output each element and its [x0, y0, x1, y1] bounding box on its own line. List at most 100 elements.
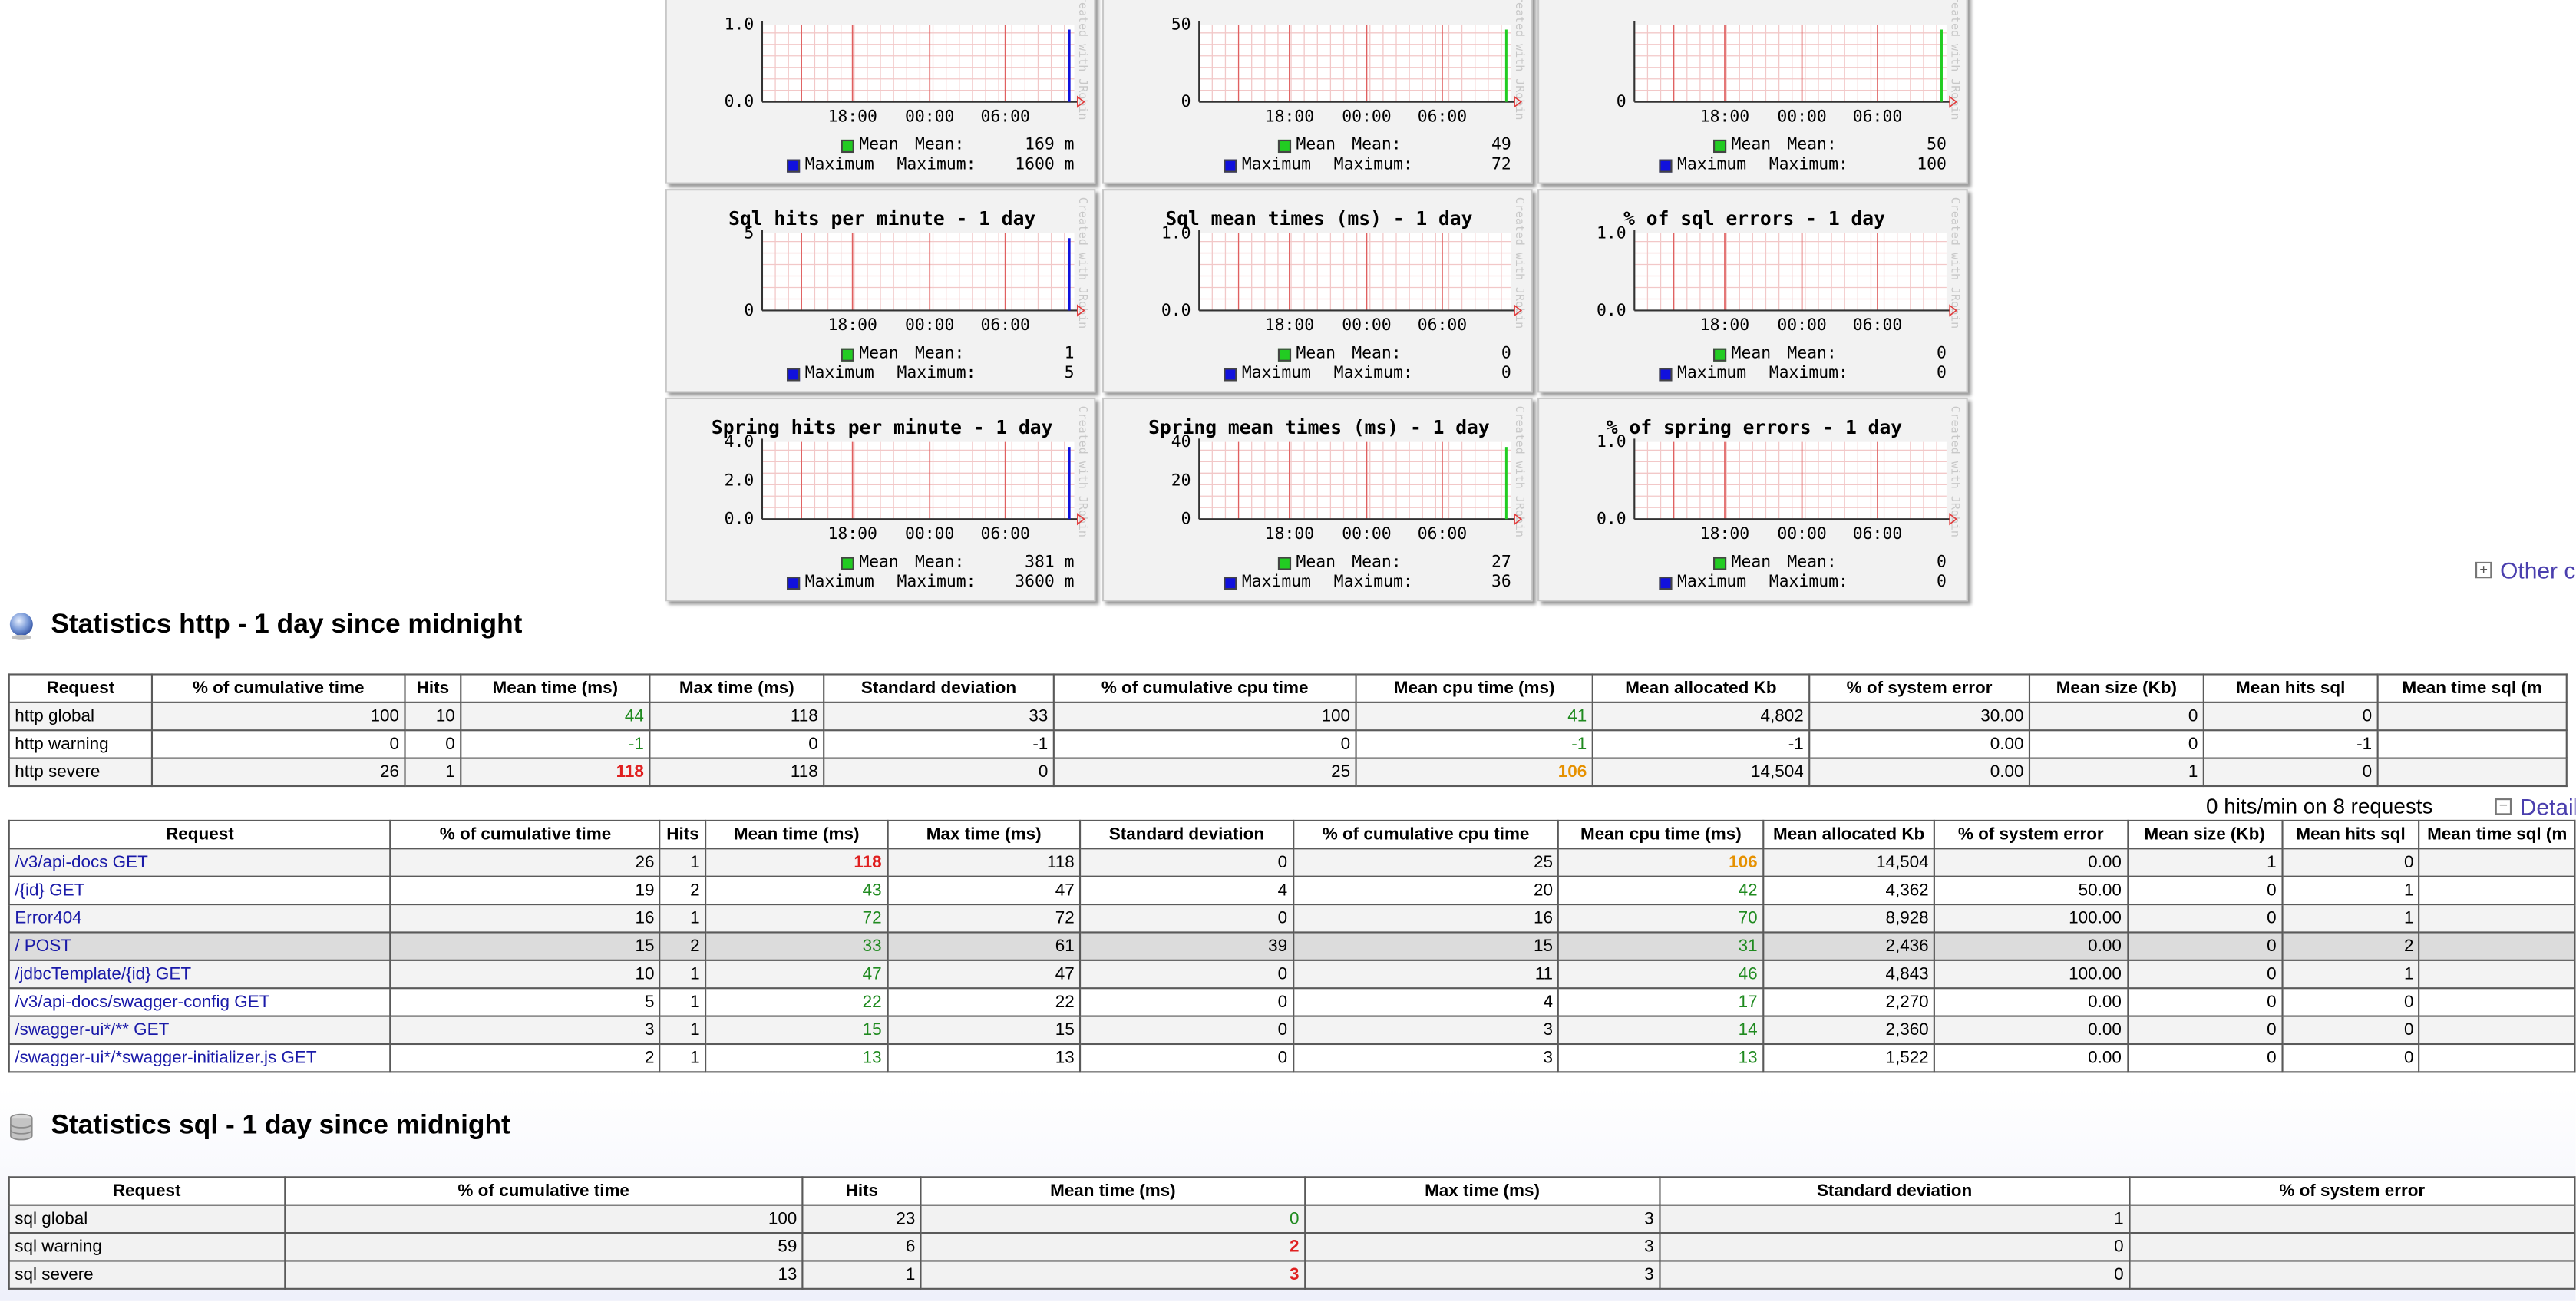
- column-header[interactable]: Standard deviation: [1659, 1176, 2131, 1206]
- request-link[interactable]: /v3/api-docs/swagger-config GET: [15, 992, 270, 1013]
- other-charts-link[interactable]: + Other c: [2475, 557, 2575, 583]
- http-detail-link[interactable]: − Detail: [2495, 794, 2576, 820]
- column-header[interactable]: Max time (ms): [1303, 1176, 1661, 1206]
- column-header[interactable]: Hits: [404, 673, 462, 703]
- column-header[interactable]: Mean allocated Kb: [1591, 673, 1811, 703]
- table-cell: 118: [649, 701, 825, 732]
- request-cell: /v3/api-docs GET: [8, 848, 392, 877]
- chart-legend: Mean Mean: 1 Maximum Maximum: 5: [667, 345, 1098, 384]
- column-header[interactable]: Request: [8, 1176, 286, 1206]
- column-header[interactable]: Mean hits sql: [2202, 673, 2379, 703]
- request-link[interactable]: /swagger-ui*/** GET: [15, 1019, 170, 1040]
- colored-value: 3: [1289, 1264, 1300, 1285]
- chart-x-tick: 18:00: [1700, 107, 1749, 126]
- column-header[interactable]: % of cumulative time: [283, 1176, 804, 1206]
- request-link[interactable]: /jdbcTemplate/{id} GET: [15, 964, 192, 984]
- column-header[interactable]: % of system error: [1934, 819, 2129, 850]
- other-charts-label: Other c: [2500, 557, 2576, 583]
- chart-x-tick: 06:00: [980, 316, 1029, 335]
- column-header[interactable]: Mean size (Kb): [2126, 819, 2284, 850]
- request-link[interactable]: /v3/api-docs GET: [15, 852, 148, 873]
- column-header[interactable]: Mean time (ms): [705, 819, 889, 850]
- table-cell: 1: [659, 987, 707, 1017]
- colored-value: 13: [862, 1048, 882, 1069]
- chart-title: Sql mean times (ms) - 1 day: [1165, 207, 1473, 230]
- table-row: sql severe 13 1 3 3 0: [8, 1260, 2576, 1290]
- table-row[interactable]: /v3/api-docs/swagger-config GET 5 1 22 22 0 4 1…: [8, 987, 2576, 1017]
- column-header[interactable]: Mean time (ms): [460, 673, 651, 703]
- column-header[interactable]: Mean time (ms): [920, 1176, 1306, 1206]
- table-row[interactable]: /swagger-ui*/** GET 3 1 15 15 0 3 14 2,360 0.00 0 0: [8, 1015, 2576, 1046]
- table-cell: 0.00: [1808, 757, 2031, 788]
- column-header[interactable]: Mean cpu time (ms): [1557, 819, 1765, 850]
- table-row[interactable]: /jdbcTemplate/{id} GET 10 1 47 47 0 11 46 4,843 1…: [8, 959, 2576, 990]
- request-cell: /swagger-ui*/** GET: [8, 1015, 392, 1046]
- table-cell: -1: [823, 729, 1055, 759]
- column-header[interactable]: % of cumulative cpu time: [1292, 819, 1560, 850]
- chart-legend: Mean Mean: 169 m Maximum Maximum: 1600 m: [667, 137, 1098, 176]
- request-cell: http global: [8, 701, 154, 732]
- table-cell: 4,802: [1591, 701, 1811, 732]
- chart-x-tick: 18:00: [827, 524, 877, 544]
- column-header[interactable]: Mean allocated Kb: [1762, 819, 1936, 850]
- request-link[interactable]: /{id} GET: [15, 881, 85, 900]
- chart-watermark: Created with JRobin: [1512, 197, 1527, 329]
- chart-x-tick: 06:00: [1853, 316, 1902, 335]
- table-cell: 13: [1557, 1043, 1765, 1073]
- table-row[interactable]: /{id} GET 19 2 43 47 4 20 42 4,362 50.00 0 1: [8, 875, 2576, 906]
- legend-swatch: [841, 557, 854, 570]
- legend-label: Mean: [1731, 136, 1772, 155]
- legend-swatch: [1224, 159, 1237, 173]
- column-header[interactable]: Standard deviation: [823, 673, 1055, 703]
- request-link[interactable]: Error404: [15, 908, 82, 929]
- column-header[interactable]: % of cumulative time: [390, 819, 662, 850]
- table-cell: 0.00: [1934, 987, 2129, 1017]
- column-header[interactable]: % of cumulative time: [150, 673, 406, 703]
- column-header[interactable]: Request: [8, 673, 154, 703]
- legend-stat-label: Maximum:: [1333, 573, 1413, 592]
- request-link[interactable]: /swagger-ui*/*swagger-initializer.js GET: [15, 1048, 317, 1069]
- chart-y-tick: 50: [1171, 15, 1191, 35]
- table-cell: 16: [390, 904, 662, 934]
- table-cell: 19: [390, 875, 662, 906]
- column-header[interactable]: Standard deviation: [1079, 819, 1294, 850]
- table-row: http severe 26 1 118 118 0 25 106 14,504 0.00 1 0: [8, 757, 2568, 788]
- legend-stat-label: Mean:: [914, 136, 965, 155]
- colored-value: -1: [1571, 734, 1587, 755]
- table-cell: [2376, 701, 2568, 732]
- column-header[interactable]: Request: [8, 819, 392, 850]
- column-header[interactable]: Hits: [659, 819, 707, 850]
- column-header[interactable]: Mean time sql (m: [2376, 673, 2568, 703]
- column-header[interactable]: Max time (ms): [887, 819, 1082, 850]
- legend-label: Mean: [1296, 136, 1336, 155]
- legend-value: 100: [1917, 156, 1947, 174]
- column-header[interactable]: % of system error: [2129, 1176, 2576, 1206]
- column-header[interactable]: % of cumulative cpu time: [1052, 673, 1357, 703]
- colored-value: 22: [862, 992, 882, 1013]
- table-row[interactable]: /v3/api-docs GET 26 1 118 118 0 25 106 14,504 0.0…: [8, 848, 2576, 877]
- table-cell: 3: [920, 1260, 1306, 1290]
- column-header[interactable]: Mean hits sql: [2280, 819, 2421, 850]
- legend-label: Maximum: [804, 365, 874, 383]
- legend-swatch: [787, 577, 801, 590]
- table-row[interactable]: /swagger-ui*/*swagger-initializer.js GET…: [8, 1043, 2576, 1073]
- legend-value: 1: [1064, 345, 1075, 363]
- chart-x-tick: 00:00: [905, 524, 954, 544]
- chart-x-tick: 06:00: [980, 524, 1029, 544]
- table-row[interactable]: / POST 15 2 33 61 39 15 31 2,436 0.00 0 2: [8, 931, 2576, 961]
- table-cell: 13: [705, 1043, 889, 1073]
- column-header[interactable]: Mean size (Kb): [2028, 673, 2204, 703]
- column-header[interactable]: Mean cpu time (ms): [1355, 673, 1593, 703]
- table-cell: 0: [920, 1204, 1306, 1234]
- request-link[interactable]: / POST: [15, 936, 71, 957]
- legend-value: 1600 m: [1015, 156, 1075, 174]
- column-header[interactable]: % of system error: [1808, 673, 2031, 703]
- colored-value: 14: [1738, 1019, 1758, 1040]
- column-header[interactable]: Hits: [801, 1176, 922, 1206]
- table-cell: 8,928: [1762, 904, 1936, 934]
- legend-stat-label: Mean:: [1352, 554, 1402, 572]
- column-header[interactable]: Max time (ms): [649, 673, 825, 703]
- table-row[interactable]: Error404 16 1 72 72 0 16 70 8,928 100.00 0 1: [8, 904, 2576, 934]
- chart-panel: Created with JRobin % of spring errors - …: [1537, 397, 1968, 602]
- column-header[interactable]: Mean time sql (m: [2418, 819, 2576, 850]
